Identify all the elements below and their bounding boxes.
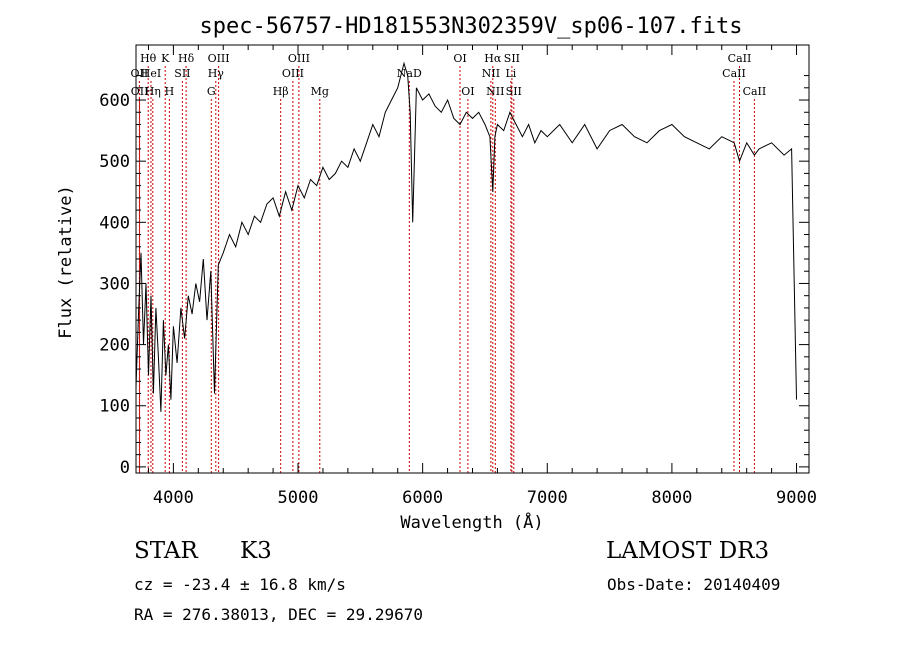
line-label-16: NaD xyxy=(397,67,422,80)
line-label-13: OIII xyxy=(282,67,304,80)
line-label-27: CaII xyxy=(743,85,767,98)
line-id-markers xyxy=(138,66,755,473)
line-label-23: Li xyxy=(505,67,516,80)
line-label-7: H xyxy=(165,85,175,98)
line-label-26: CaII xyxy=(722,67,746,80)
x-axis-ticks: 4000 5000 6000 7000 8000 9000 xyxy=(147,45,817,508)
coordinates: RA = 276.38013, DEC = 29.29670 xyxy=(134,605,423,624)
line-label-12: OIII xyxy=(288,52,310,65)
y-axis-ticks: 0 100 200 300 400 500 600 xyxy=(99,75,809,478)
y-tick-label: 200 xyxy=(99,336,130,356)
y-tick-label: 400 xyxy=(99,213,130,233)
chart-title: spec-56757-HD181553N302359V_sp06-107.fit… xyxy=(199,14,742,39)
x-tick-label: 7000 xyxy=(527,488,568,508)
line-label-20: NII xyxy=(482,67,500,80)
y-tick-label: 0 xyxy=(120,458,130,478)
line-label-24: SII xyxy=(506,85,522,98)
y-axis-label: Flux (relative) xyxy=(56,185,76,339)
line-label-1: OII xyxy=(131,67,149,80)
line-label-4: Hη xyxy=(145,85,161,98)
x-tick-label: 5000 xyxy=(278,488,319,508)
y-tick-label: 500 xyxy=(99,152,130,172)
line-label-2: OII xyxy=(131,85,149,98)
line-label-10: Hγ xyxy=(208,67,225,80)
line-label-22: SII xyxy=(504,52,520,65)
survey-name: LAMOST DR3 xyxy=(606,538,770,564)
line-label-11: G xyxy=(207,85,216,98)
x-tick-label: 8000 xyxy=(651,488,692,508)
line-label-15: Mg xyxy=(311,85,329,98)
redshift-readout: cz = -23.4 ± 16.8 km/s xyxy=(134,575,346,594)
y-tick-label: 600 xyxy=(99,91,130,111)
x-tick-label: 4000 xyxy=(153,488,194,508)
plot-frame xyxy=(135,44,810,474)
y-tick-label: 100 xyxy=(99,397,130,417)
line-label-3: HeI xyxy=(141,67,161,80)
x-axis-label: Wavelength (Å) xyxy=(400,511,543,533)
spectrum-line xyxy=(135,61,797,412)
y-tick-label: 300 xyxy=(99,274,130,294)
line-label-5: K xyxy=(161,52,170,65)
line-label-8: Hδ xyxy=(178,52,195,65)
line-label-9: OIII xyxy=(208,52,230,65)
obs-date: Obs-Date: 20140409 xyxy=(607,575,781,594)
object-class: STAR xyxy=(134,538,198,564)
line-label-18: OI xyxy=(461,85,474,98)
line-label-21: NII xyxy=(486,85,504,98)
x-tick-label: 9000 xyxy=(776,488,817,508)
x-tick-label: 6000 xyxy=(402,488,443,508)
line-label-17: OI xyxy=(453,52,466,65)
line-label-6: SII xyxy=(174,67,190,80)
object-subclass: K3 xyxy=(240,538,272,564)
line-label-14: Hβ xyxy=(273,85,289,98)
line-label-19: Hα xyxy=(484,52,502,65)
line-label-25: CaII xyxy=(728,52,752,65)
line-label-0: Hθ xyxy=(140,52,157,65)
